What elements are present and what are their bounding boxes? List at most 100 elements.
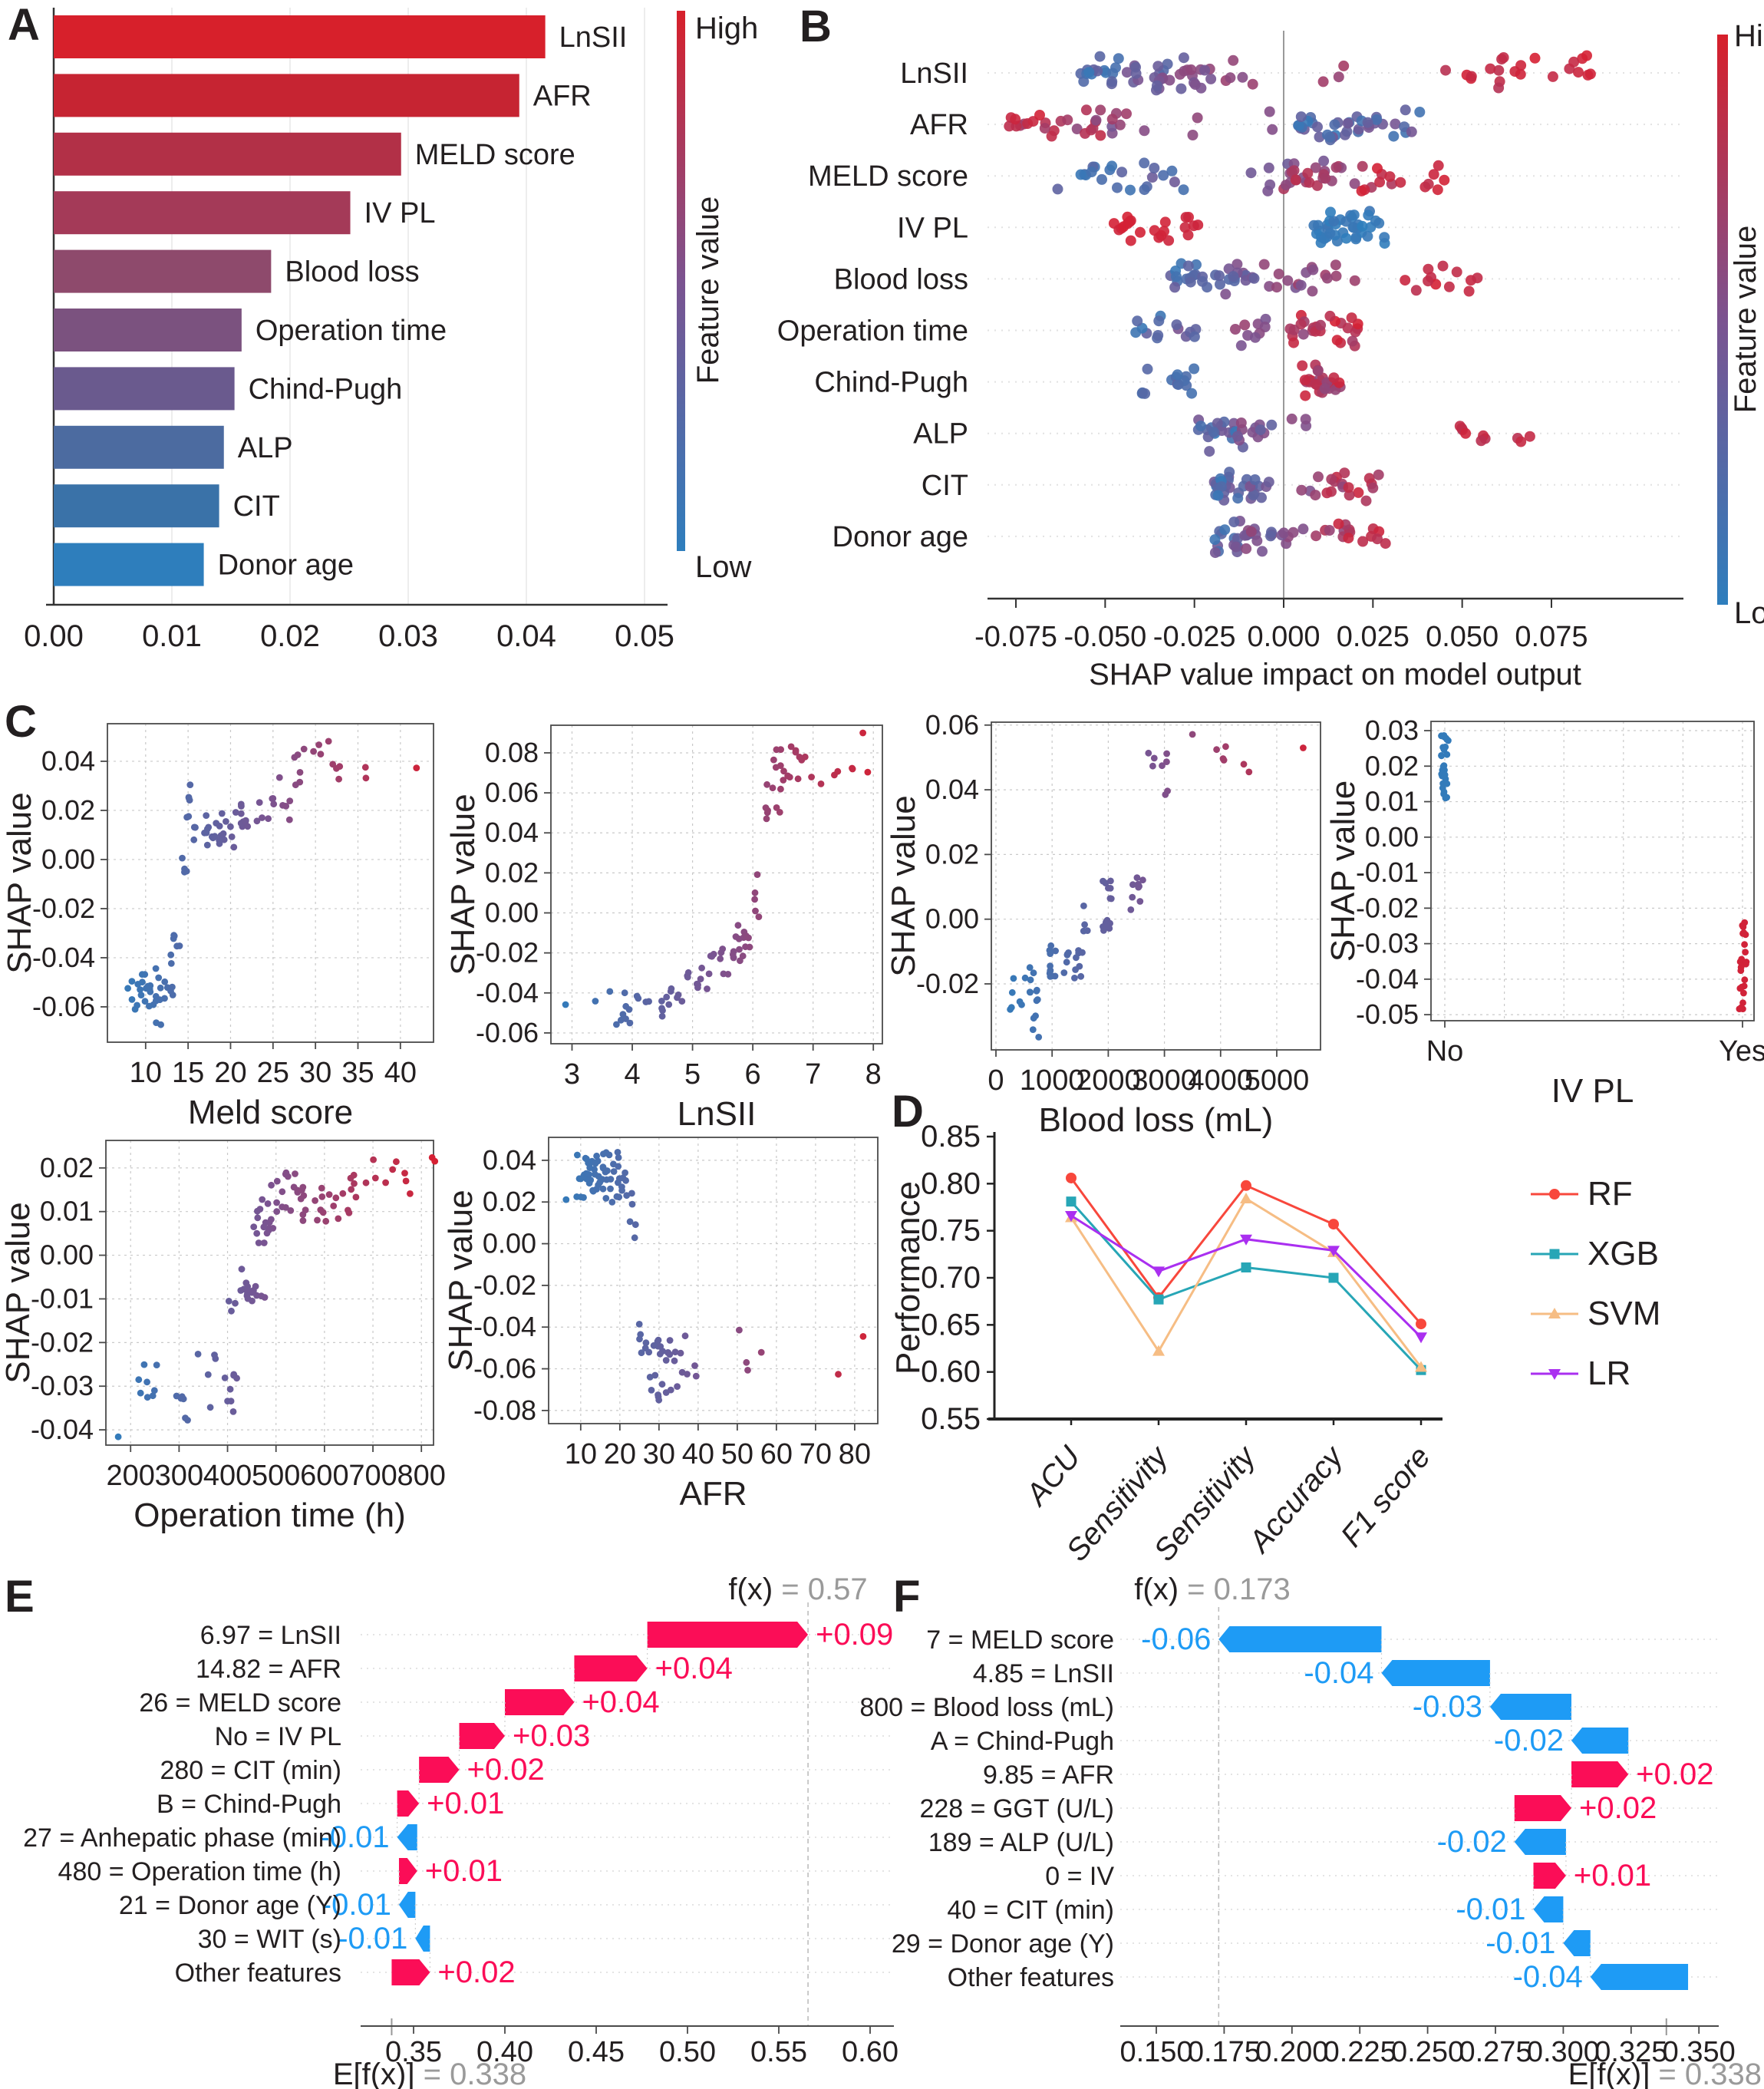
svg-text:Chind-Pugh: Chind-Pugh bbox=[249, 373, 403, 405]
svg-text:SHAP value: SHAP value bbox=[444, 794, 482, 975]
svg-text:0.02: 0.02 bbox=[925, 838, 979, 870]
svg-text:Meld score: Meld score bbox=[188, 1094, 353, 1131]
svg-text:-0.04: -0.04 bbox=[1304, 1656, 1373, 1690]
beeswarm-points-LnSII bbox=[1075, 50, 1596, 96]
svg-text:5: 5 bbox=[684, 1058, 701, 1091]
svg-text:+0.04: +0.04 bbox=[655, 1652, 733, 1685]
svg-text:-0.02: -0.02 bbox=[31, 1326, 94, 1358]
panel-C2-scatter: 3 4 5 6 7 8 0.08 0.06 0.04 0.02 0.00 -0.02 -0.04 -0.0… bbox=[444, 724, 883, 1133]
bar-Donor age bbox=[54, 543, 204, 586]
svg-text:0.55: 0.55 bbox=[921, 1402, 981, 1436]
efx-annotation: E[f(x)] = 0.338 bbox=[1568, 2058, 1762, 2089]
svg-text:-0.03: -0.03 bbox=[1413, 1690, 1482, 1724]
svg-text:-0.04: -0.04 bbox=[473, 1311, 536, 1342]
svg-text:0.01: 0.01 bbox=[142, 619, 202, 653]
bar-LnSII bbox=[54, 15, 546, 58]
series-LR bbox=[1065, 1211, 1427, 1344]
svg-text:Low: Low bbox=[1734, 596, 1764, 630]
svg-text:0.300: 0.300 bbox=[1527, 2036, 1600, 2068]
bar-CIT bbox=[54, 484, 219, 528]
svg-text:Feature value: Feature value bbox=[1729, 226, 1762, 414]
colorbar bbox=[1717, 35, 1728, 605]
svg-text:0.60: 0.60 bbox=[842, 2036, 898, 2068]
svg-text:0.02: 0.02 bbox=[41, 794, 95, 826]
svg-text:Blood loss (mL): Blood loss (mL) bbox=[1039, 1101, 1274, 1139]
svg-text:26 = MELD score: 26 = MELD score bbox=[139, 1688, 341, 1718]
points bbox=[562, 729, 872, 1028]
wbar-8 bbox=[398, 1892, 416, 1918]
svg-text:280 = CIT (min): 280 = CIT (min) bbox=[160, 1756, 341, 1785]
svg-text:-0.08: -0.08 bbox=[473, 1394, 536, 1426]
svg-text:-0.06: -0.06 bbox=[1141, 1622, 1211, 1656]
svg-text:30 = WIT (s): 30 = WIT (s) bbox=[198, 1925, 341, 1954]
svg-text:0.06: 0.06 bbox=[925, 709, 979, 741]
points bbox=[562, 1149, 867, 1404]
wbar-9 bbox=[415, 1926, 430, 1952]
panel-d-line-chart: 0.850.800.750.700.650.600.55ACUSensitivi… bbox=[889, 1120, 1660, 1568]
svg-text:-0.03: -0.03 bbox=[1356, 928, 1419, 959]
svg-text:-0.03: -0.03 bbox=[31, 1370, 94, 1401]
svg-text:0.02: 0.02 bbox=[483, 1186, 536, 1217]
points bbox=[114, 1153, 439, 1441]
svg-text:-0.01: -0.01 bbox=[338, 1922, 407, 1955]
svg-text:10: 10 bbox=[130, 1057, 162, 1089]
svg-text:+0.01: +0.01 bbox=[425, 1854, 503, 1888]
svg-text:0.250: 0.250 bbox=[1391, 2036, 1464, 2068]
svg-text:-0.04: -0.04 bbox=[1356, 963, 1419, 995]
svg-text:+0.02: +0.02 bbox=[437, 1955, 515, 1989]
svg-text:IV PL: IV PL bbox=[897, 212, 968, 244]
svg-text:9.85 = AFR: 9.85 = AFR bbox=[983, 1761, 1114, 1790]
svg-text:0.06: 0.06 bbox=[485, 777, 539, 808]
svg-text:Donor age: Donor age bbox=[833, 521, 968, 553]
panel-label-d: D bbox=[892, 1087, 924, 1137]
svg-text:SHAP value: SHAP value bbox=[442, 1190, 480, 1371]
svg-text:0.00: 0.00 bbox=[1365, 821, 1419, 853]
svg-text:0 = IV: 0 = IV bbox=[1045, 1862, 1114, 1891]
svg-text:3: 3 bbox=[564, 1058, 580, 1091]
svg-text:-0.04: -0.04 bbox=[31, 1414, 94, 1445]
svg-text:Low: Low bbox=[695, 550, 751, 584]
svg-text:IV PL: IV PL bbox=[364, 197, 436, 229]
svg-text:Other features: Other features bbox=[948, 1963, 1114, 1992]
svg-text:0.60: 0.60 bbox=[921, 1355, 981, 1389]
svg-text:0.000: 0.000 bbox=[1247, 621, 1320, 653]
svg-text:-0.02: -0.02 bbox=[1437, 1825, 1507, 1859]
beeswarm-points-CIT bbox=[1208, 467, 1384, 507]
svg-text:80: 80 bbox=[839, 1438, 871, 1470]
svg-text:CIT: CIT bbox=[922, 470, 968, 502]
svg-text:AFR: AFR bbox=[680, 1475, 747, 1513]
panel-C1-scatter: 10 15 20 25 30 35 40 0.04 0.02 0.00 -0.02 -0.04 -0.0… bbox=[1, 723, 434, 1131]
wbar-3 bbox=[1571, 1728, 1629, 1754]
svg-text:-0.01: -0.01 bbox=[1356, 856, 1419, 888]
beeswarm-points-Operation time bbox=[1130, 309, 1363, 351]
svg-text:0.03: 0.03 bbox=[1365, 714, 1419, 746]
svg-text:-0.02: -0.02 bbox=[1356, 892, 1419, 923]
panel-a-bar-chart: 0.00 0.01 0.02 0.03 0.04 0.05 LnSII AFR MELD sco… bbox=[24, 8, 758, 653]
svg-text:0.05: 0.05 bbox=[615, 619, 674, 653]
svg-text:20: 20 bbox=[604, 1438, 636, 1470]
svg-text:Donor age: Donor age bbox=[218, 549, 354, 582]
svg-text:40: 40 bbox=[682, 1438, 714, 1470]
svg-text:Accuracy: Accuracy bbox=[1241, 1438, 1351, 1559]
svg-text:SHAP value impact on model out: SHAP value impact on model output bbox=[1089, 658, 1581, 691]
svg-text:7 = MELD score: 7 = MELD score bbox=[926, 1625, 1114, 1655]
svg-text:0.225: 0.225 bbox=[1324, 2036, 1396, 2068]
svg-text:A = Chind-Pugh: A = Chind-Pugh bbox=[931, 1727, 1114, 1756]
svg-text:SHAP value: SHAP value bbox=[1, 792, 38, 973]
svg-text:700: 700 bbox=[348, 1460, 397, 1492]
wbar-9 bbox=[1563, 1930, 1591, 1956]
bar-Blood loss bbox=[54, 249, 272, 293]
svg-text:No = IV PL: No = IV PL bbox=[215, 1722, 341, 1751]
svg-text:40: 40 bbox=[384, 1057, 417, 1089]
svg-text:ALP: ALP bbox=[238, 432, 293, 464]
svg-text:0.02: 0.02 bbox=[1365, 750, 1419, 781]
svg-text:-0.02: -0.02 bbox=[476, 937, 539, 969]
svg-text:0.04: 0.04 bbox=[925, 774, 979, 805]
svg-text:3000: 3000 bbox=[1132, 1064, 1197, 1097]
series-SVM bbox=[1065, 1192, 1427, 1372]
svg-text:0: 0 bbox=[988, 1064, 1004, 1097]
svg-text:Chind-Pugh: Chind-Pugh bbox=[814, 367, 968, 399]
svg-text:60: 60 bbox=[760, 1438, 793, 1470]
svg-text:500: 500 bbox=[252, 1460, 300, 1492]
svg-text:LnSII: LnSII bbox=[559, 21, 628, 54]
